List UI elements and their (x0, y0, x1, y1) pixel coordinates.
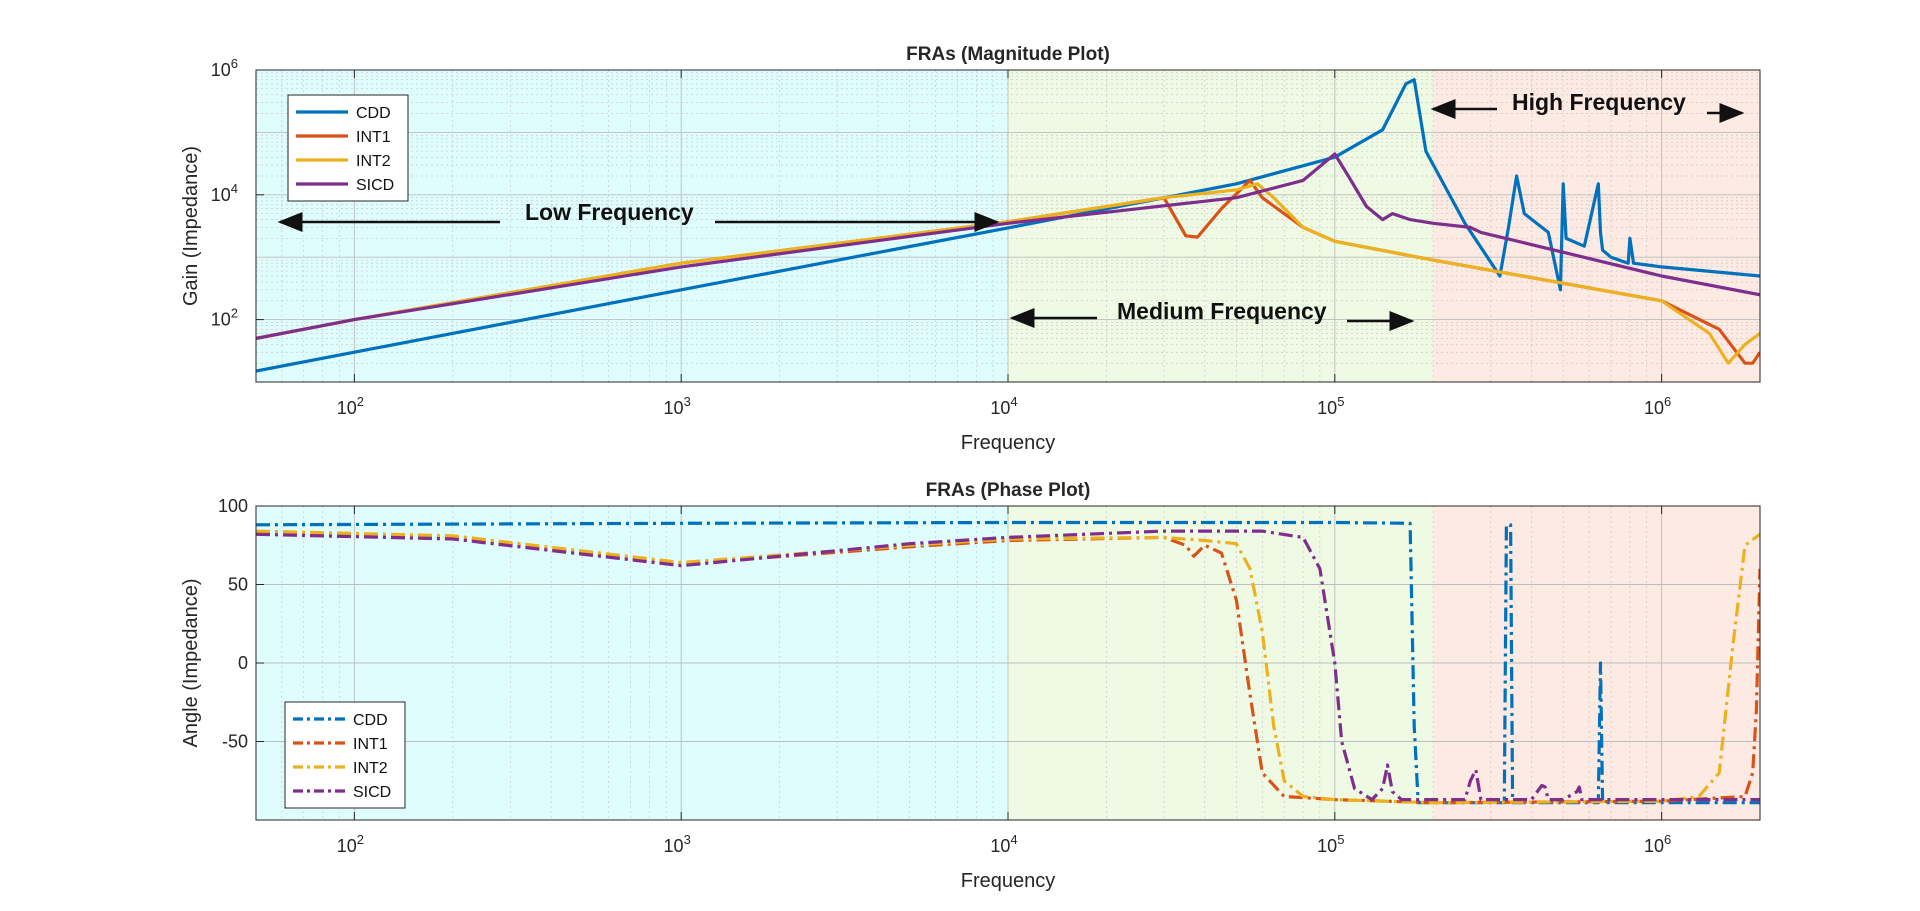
y-axis-label: Gain (Impedance) (180, 146, 202, 306)
legend-label: INT2 (353, 760, 388, 777)
x-tick-label: 105 (1317, 832, 1344, 856)
legend: CDD INT1 INT2 SICD (284, 701, 406, 809)
legend-label: SICD (353, 784, 391, 801)
y-tick-label: 50 (228, 575, 248, 595)
y-tick-label: 104 (211, 181, 238, 205)
plot-title: FRAs (Phase Plot) (926, 480, 1091, 501)
series-line-cdd (256, 520, 1760, 805)
x-tick-label: 102 (337, 394, 364, 418)
series-group (256, 520, 1760, 805)
y-tick-label: 0 (238, 653, 248, 673)
x-axis-label: Frequency (961, 870, 1056, 892)
x-tick-label: 103 (664, 832, 691, 856)
series-line-sicd (256, 529, 1760, 802)
x-tick-label: 106 (1644, 394, 1671, 418)
y-tick-label: 106 (211, 56, 238, 80)
legend-label: SICD (356, 177, 394, 194)
legend-label: INT1 (356, 129, 391, 146)
series-line-cdd (256, 78, 1760, 373)
legend-label: CDD (356, 105, 391, 122)
y-tick-label: 100 (218, 496, 248, 516)
series-line-sicd (256, 152, 1760, 340)
x-tick-label: 105 (1317, 394, 1344, 418)
plot-phase: 102 103 104 105 106 100 50 0 -50 FRAs (Phase Plot… (180, 480, 1761, 892)
series-line-int2 (256, 182, 1760, 365)
x-axis-label: Frequency (961, 432, 1056, 454)
plot-magnitude: 102 103 104 105 106 102 104 106 FRAs (Magnitude … (180, 44, 1761, 454)
legend: CDD INT1 INT2 SICD (287, 94, 409, 202)
grid (256, 70, 1760, 382)
legend-label: INT2 (356, 153, 391, 170)
region-label: Low Frequency (525, 199, 694, 225)
plot-title: FRAs (Magnitude Plot) (906, 44, 1110, 65)
y-tick-label: -50 (222, 732, 248, 752)
x-tick-label: 103 (664, 394, 691, 418)
legend-label: CDD (353, 712, 388, 729)
region-label: High Frequency (1512, 89, 1686, 115)
grid (256, 506, 1760, 820)
series-group (256, 78, 1760, 373)
x-tick-label: 106 (1644, 832, 1671, 856)
y-axis-label: Angle (Impedance) (180, 579, 202, 748)
region-label: Medium Frequency (1117, 298, 1327, 324)
legend-label: INT1 (353, 736, 388, 753)
x-tick-label: 104 (990, 832, 1017, 856)
x-tick-label: 104 (990, 394, 1017, 418)
x-tick-label: 102 (337, 832, 364, 856)
region-band (1008, 70, 1434, 382)
series-line-int2 (256, 529, 1760, 805)
y-tick-label: 102 (211, 306, 238, 330)
